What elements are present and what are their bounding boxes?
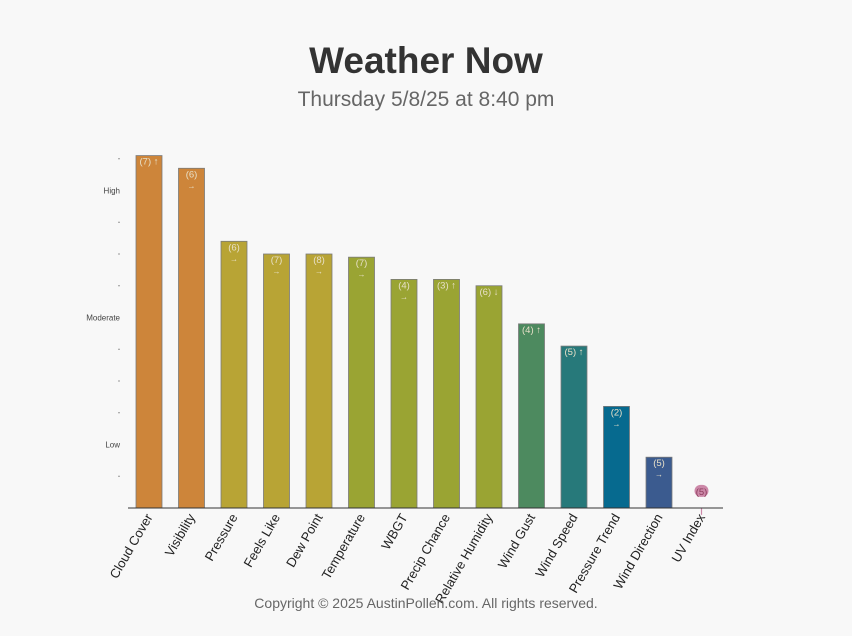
bars [135, 155, 709, 515]
bar-trend-arrow: → [315, 267, 323, 276]
x-tick-label: Pressure [202, 511, 241, 564]
bar-trend-arrow: → [358, 270, 366, 279]
bar [135, 155, 163, 509]
x-tick-label: Wind Gust [495, 511, 539, 571]
bar [178, 167, 205, 509]
bar [645, 456, 673, 509]
bar-data-label: (6) ↓ [480, 287, 499, 298]
x-tick-label: Cloud Cover [106, 510, 155, 581]
x-tick-label: Dew Point [283, 511, 326, 570]
y-tick-label: Low [105, 441, 120, 450]
x-tick-label: Feels Like [240, 511, 283, 570]
bar-data-label: (4) ↑ [522, 325, 541, 336]
bar-trend-arrow: → [655, 470, 663, 479]
bar [348, 256, 375, 509]
x-tick-label: Temperature [319, 511, 368, 582]
bar-data-label: (4) [398, 280, 410, 291]
copyright-text: Copyright © 2025 AustinPollen.com. All r… [254, 595, 598, 611]
data-labels: (7) ↑(6)→(6)→ (7)→(8)→(7)→(4)→(3) ↑(6) ↓(… [140, 157, 708, 498]
bar-data-label: (7) [356, 258, 368, 269]
bar [263, 253, 290, 509]
bar [305, 253, 333, 509]
page-subtitle: Thursday 5/8/25 at 8:40 pm [297, 88, 555, 111]
bar [220, 240, 248, 509]
y-axis-ticks: Low Moderate High [86, 158, 121, 477]
bar [603, 405, 630, 509]
bar-data-label: (5) [696, 487, 708, 498]
x-tick-label: UV Index [668, 511, 708, 565]
bar [560, 345, 588, 509]
bar-trend-arrow: → [400, 292, 408, 301]
bar-data-label: (3) ↑ [437, 280, 456, 291]
y-tick-label: Moderate [86, 314, 120, 323]
x-tick-label: Wind Speed [532, 511, 580, 580]
bar-data-label: (5) ↑ [565, 347, 584, 358]
bar-marker [694, 484, 709, 497]
bar-data-label: (7) [271, 255, 283, 266]
x-tick-label: Visibility [162, 511, 199, 559]
x-axis-labels: Cloud Cover Visibility Pressure Feels Like D… [106, 510, 708, 606]
bar-trend-arrow: → [273, 267, 281, 276]
bar-data-label: (6) [228, 242, 240, 253]
bar-trend-arrow: → [613, 419, 621, 428]
bar-data-label: (6) [186, 169, 198, 180]
bar-trend-arrow: → [230, 254, 238, 263]
page-title: Weather Now [309, 40, 543, 81]
bar-data-label: (8) [313, 255, 325, 266]
bar [518, 323, 545, 509]
bar-data-label: (5) [653, 458, 665, 469]
x-tick-label: WBGT [378, 511, 411, 552]
bar [475, 285, 503, 509]
bar-trend-arrow: → [188, 181, 196, 190]
bar [390, 278, 418, 509]
bar-data-label: (7) ↑ [140, 157, 159, 168]
y-tick-label: High [104, 187, 120, 196]
bar [433, 278, 460, 509]
bar-data-label: (2) [611, 407, 623, 418]
